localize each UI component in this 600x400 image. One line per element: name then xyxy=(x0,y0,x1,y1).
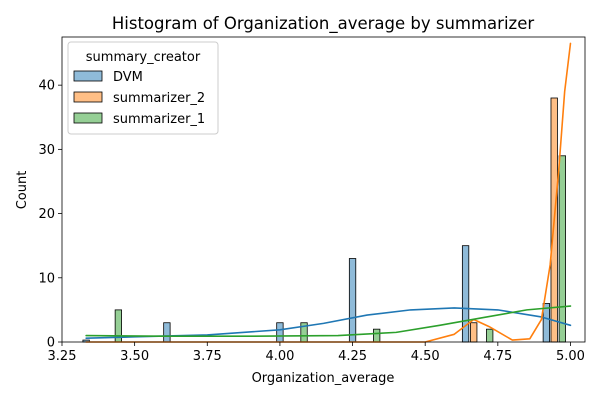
legend-title: summary_creator xyxy=(86,50,201,65)
x-tick-label: 5.00 xyxy=(556,349,585,364)
y-tick-label: 0 xyxy=(47,336,55,351)
legend-swatch-summarizer-2 xyxy=(73,91,103,103)
x-tick-label: 3.50 xyxy=(120,349,149,364)
axes-frame xyxy=(61,36,586,343)
x-axis: 3.25 3.50 3.75 4.00 4.25 4.50 4.75 5.00 xyxy=(48,342,585,364)
bar-dvm xyxy=(542,303,550,343)
bar-summarizer-1 xyxy=(558,155,566,343)
legend: summary_creator DVM summarizer_2 summarize… xyxy=(67,41,219,135)
kde-line-dvm xyxy=(85,307,572,339)
kde-layer xyxy=(85,42,572,343)
legend-swatch-summarizer-1 xyxy=(73,112,103,124)
chart-title: Histogram of Organization_average by sum… xyxy=(112,14,534,34)
plot-area xyxy=(61,36,586,343)
legend-label-summarizer-2: summarizer_2 xyxy=(113,91,205,106)
y-tick-label: 30 xyxy=(38,143,55,158)
x-tick-label: 3.75 xyxy=(193,349,222,364)
bar-summarizer-2 xyxy=(470,322,478,343)
bar-dvm xyxy=(276,322,284,343)
legend-box xyxy=(67,41,219,135)
kde-line-summarizer-2 xyxy=(85,42,572,343)
legend-entries: DVM summarizer_2 summarizer_1 xyxy=(73,70,205,127)
bar-dvm xyxy=(163,322,171,343)
bars-layer xyxy=(82,97,566,343)
x-tick-label: 3.25 xyxy=(48,349,77,364)
x-tick-label: 4.25 xyxy=(338,349,367,364)
kde-line-summarizer-1 xyxy=(85,305,572,338)
bar-summarizer-1 xyxy=(486,328,494,343)
y-tick-label: 10 xyxy=(38,271,55,286)
legend-label-summarizer-1: summarizer_1 xyxy=(113,112,205,127)
x-tick-label: 4.00 xyxy=(265,349,294,364)
x-tick-label: 4.50 xyxy=(411,349,440,364)
legend-swatch-dvm xyxy=(73,70,103,82)
y-tick-label: 40 xyxy=(38,79,55,94)
x-axis-label: Organization_average xyxy=(252,371,395,386)
bar-summarizer-1 xyxy=(373,328,381,343)
bar-dvm xyxy=(348,258,357,343)
x-tick-label: 4.75 xyxy=(483,349,512,364)
y-axis: 0 10 20 30 40 xyxy=(38,79,62,351)
legend-label-dvm: DVM xyxy=(113,70,143,85)
y-tick-label: 20 xyxy=(38,207,55,222)
y-axis-label: Count xyxy=(15,171,30,210)
